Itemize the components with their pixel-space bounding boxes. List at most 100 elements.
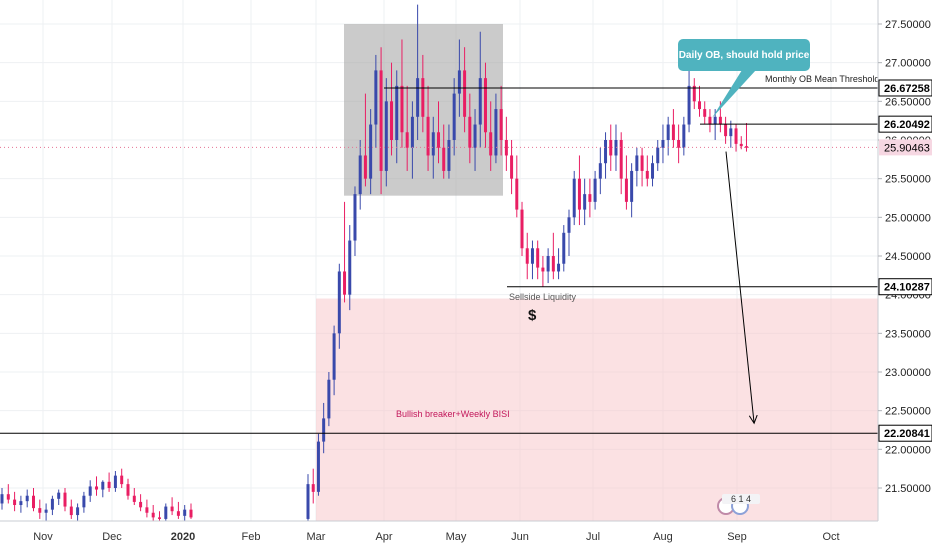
candle[interactable] (483, 62, 487, 148)
candle[interactable] (562, 225, 566, 272)
candle[interactable] (25, 489, 29, 508)
candle[interactable] (510, 140, 514, 195)
candle[interactable] (379, 47, 383, 195)
candle[interactable] (50, 495, 54, 516)
candle[interactable] (739, 136, 743, 150)
candle[interactable] (337, 263, 341, 349)
candle[interactable] (19, 495, 23, 513)
candle[interactable] (530, 240, 534, 280)
candle[interactable] (682, 116, 686, 156)
candle[interactable] (551, 232, 555, 280)
candle[interactable] (107, 472, 111, 492)
candle[interactable] (698, 85, 701, 117)
candle[interactable] (183, 505, 187, 521)
candle[interactable] (609, 124, 613, 171)
candle[interactable] (400, 39, 404, 148)
candle[interactable] (132, 488, 136, 506)
candle[interactable] (101, 480, 105, 498)
candle[interactable] (151, 505, 155, 521)
candle[interactable] (452, 78, 456, 156)
candle[interactable] (677, 124, 681, 164)
candle[interactable] (630, 163, 634, 218)
candle[interactable] (316, 433, 320, 496)
candle[interactable] (588, 178, 592, 218)
candle[interactable] (687, 70, 691, 133)
time-axis[interactable] (0, 521, 878, 550)
candle[interactable] (651, 155, 655, 187)
candle[interactable] (164, 503, 168, 523)
candle[interactable] (546, 248, 550, 284)
candle[interactable] (656, 140, 660, 171)
candle[interactable] (744, 122, 748, 152)
candle[interactable] (635, 147, 639, 187)
candle[interactable] (442, 124, 446, 179)
candle[interactable] (431, 116, 435, 179)
candle[interactable] (322, 402, 326, 454)
candle[interactable] (478, 31, 482, 148)
candle[interactable] (120, 468, 124, 488)
candle[interactable] (311, 468, 315, 504)
candle[interactable] (703, 101, 707, 125)
candle[interactable] (457, 39, 461, 117)
candle[interactable] (583, 178, 587, 226)
candle[interactable] (447, 124, 451, 179)
candle[interactable] (363, 93, 367, 187)
candle[interactable] (494, 93, 498, 164)
candle[interactable] (473, 109, 477, 171)
candle[interactable] (671, 109, 675, 148)
candle[interactable] (724, 116, 728, 144)
candle[interactable] (384, 78, 388, 187)
candle[interactable] (499, 85, 503, 156)
candle[interactable] (88, 480, 92, 502)
candle[interactable] (358, 140, 362, 210)
candle[interactable] (515, 155, 519, 218)
candle[interactable] (63, 488, 67, 512)
candle[interactable] (95, 476, 98, 496)
event-badges[interactable]: 6 1 4 (717, 494, 760, 515)
candle[interactable] (390, 62, 394, 156)
candle[interactable] (410, 101, 414, 179)
candle[interactable] (306, 474, 310, 523)
candle[interactable] (468, 93, 472, 164)
candle[interactable] (57, 489, 61, 506)
candle[interactable] (619, 132, 623, 195)
candle[interactable] (113, 470, 117, 492)
candle[interactable] (82, 491, 86, 513)
candle[interactable] (343, 201, 347, 303)
candle[interactable] (126, 478, 130, 500)
candle[interactable] (504, 116, 508, 171)
candle[interactable] (139, 494, 143, 512)
candle[interactable] (692, 78, 696, 110)
candle[interactable] (729, 120, 733, 148)
candle[interactable] (593, 170, 597, 210)
candle[interactable] (44, 503, 48, 521)
candle[interactable] (640, 147, 644, 187)
candle[interactable] (332, 325, 336, 396)
candle[interactable] (463, 47, 467, 133)
candle[interactable] (416, 4, 420, 140)
candle[interactable] (369, 109, 373, 195)
candle[interactable] (645, 155, 649, 187)
candle[interactable] (536, 240, 540, 280)
candle[interactable] (426, 85, 430, 171)
candle[interactable] (577, 155, 581, 226)
candle[interactable] (604, 132, 608, 179)
candle[interactable] (327, 372, 331, 427)
candle[interactable] (13, 491, 17, 512)
candle[interactable] (557, 248, 561, 280)
candle[interactable] (624, 155, 628, 210)
candle[interactable] (170, 497, 174, 516)
candle[interactable] (614, 124, 618, 171)
candle[interactable] (567, 209, 571, 256)
candle[interactable] (76, 503, 80, 523)
candle[interactable] (572, 170, 576, 226)
candle[interactable] (598, 147, 602, 195)
candle[interactable] (520, 201, 524, 256)
candle[interactable] (666, 116, 670, 156)
candle[interactable] (348, 225, 352, 311)
candle[interactable] (189, 503, 193, 519)
candle[interactable] (0, 488, 4, 510)
candle[interactable] (405, 85, 409, 171)
candle[interactable] (176, 501, 180, 519)
